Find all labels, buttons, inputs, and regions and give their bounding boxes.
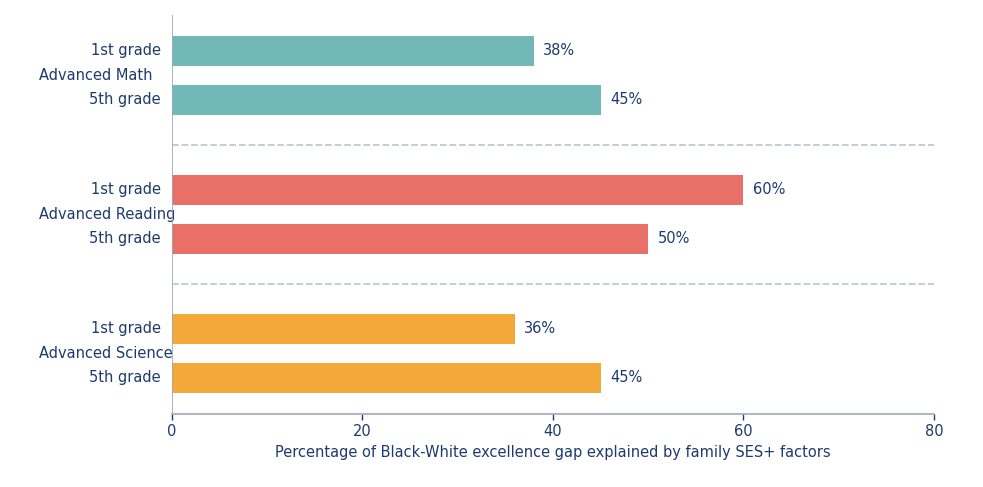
Bar <box>172 363 601 393</box>
Bar <box>172 85 601 115</box>
X-axis label: Percentage of Black-White excellence gap explained by family SES+ factors: Percentage of Black-White excellence gap… <box>275 445 831 460</box>
Text: 5th grade: 5th grade <box>89 371 160 385</box>
Text: 45%: 45% <box>610 371 642 385</box>
Bar <box>172 224 648 254</box>
Text: 5th grade: 5th grade <box>89 92 160 107</box>
Bar <box>172 175 743 205</box>
Bar <box>172 36 534 66</box>
Text: 50%: 50% <box>658 231 690 246</box>
Text: 1st grade: 1st grade <box>90 43 160 58</box>
Text: Advanced Reading: Advanced Reading <box>38 207 175 222</box>
Text: 60%: 60% <box>753 182 785 197</box>
Text: Advanced Math: Advanced Math <box>38 68 152 83</box>
Text: 1st grade: 1st grade <box>90 182 160 197</box>
Text: 45%: 45% <box>610 92 642 107</box>
Text: 5th grade: 5th grade <box>89 231 160 246</box>
Bar <box>172 314 515 344</box>
Text: 1st grade: 1st grade <box>90 321 160 337</box>
Text: 38%: 38% <box>544 43 575 58</box>
Text: Advanced Science: Advanced Science <box>38 346 172 361</box>
Text: 36%: 36% <box>524 321 556 337</box>
